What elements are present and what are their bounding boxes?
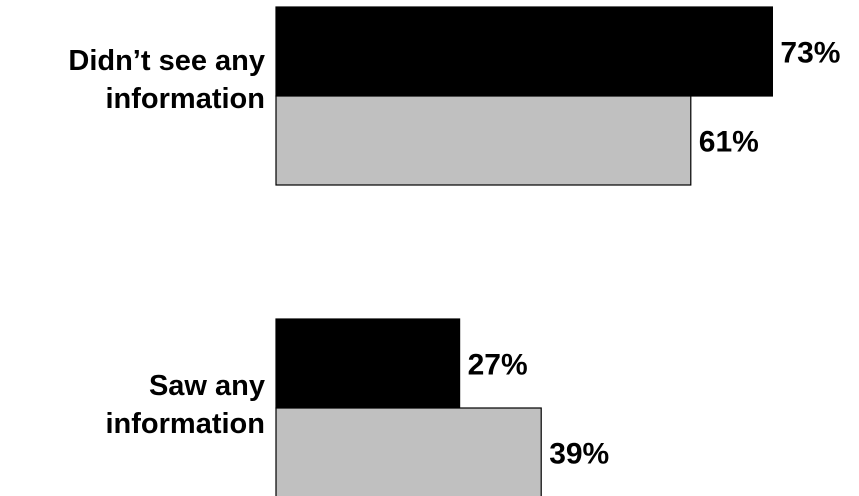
bar-didnt-see-series-1 [275, 6, 773, 97]
data-label-saw-series-2: 39% [549, 438, 609, 471]
category-label-saw: Saw any information [105, 370, 266, 440]
data-label-didnt-see-series-1: 73% [780, 37, 840, 70]
bar-saw-series-2 [275, 407, 542, 496]
bar-saw-series-1 [275, 318, 461, 409]
category-label-didnt-see: Didn’t see any information [68, 45, 265, 115]
data-label-didnt-see-series-2: 61% [699, 126, 759, 159]
bar-didnt-see-series-2 [275, 95, 692, 186]
data-label-saw-series-1: 27% [468, 349, 528, 382]
